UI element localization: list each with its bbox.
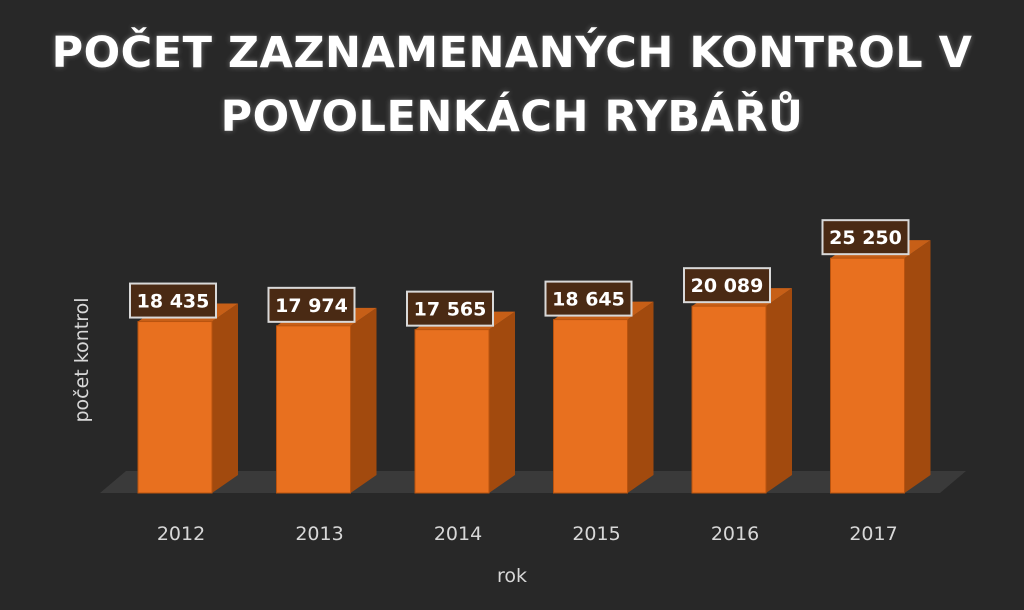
- bar-side: [766, 288, 792, 493]
- chart-title-line-2: POVOLENKÁCH RYBÁŘŮ: [220, 92, 804, 142]
- x-tick-label: 2017: [849, 523, 897, 545]
- x-axis-ticks: 2012 2013 2014 2015 2016 2017: [157, 523, 898, 545]
- x-tick-label: 2016: [711, 523, 759, 545]
- x-tick-label: 2015: [572, 523, 620, 545]
- x-tick-label: 2013: [295, 523, 343, 545]
- data-label-box: [821, 219, 910, 256]
- bar-side: [489, 311, 515, 493]
- bar: [276, 325, 351, 494]
- data-label-box: [406, 290, 494, 327]
- bar-group: 17 565: [406, 290, 515, 494]
- data-label: 17 565: [414, 299, 487, 321]
- bar: [137, 321, 213, 494]
- data-label: 17 974: [275, 295, 348, 317]
- bar-group: 25 250: [821, 219, 931, 494]
- x-axis-label: rok: [497, 565, 527, 587]
- data-label-box: [129, 282, 217, 319]
- data-label-box: [683, 267, 771, 304]
- bar: [553, 319, 628, 494]
- bar: [691, 305, 767, 494]
- bar-side: [350, 307, 377, 493]
- bar-series: 18 435 17 974 17 565 18 645 20 089 25 250: [129, 219, 931, 494]
- data-label-box: [544, 280, 633, 317]
- y-axis-label: počet kontrol: [71, 297, 93, 422]
- chart-title-line-1: POČET ZAZNAMENANÝCH KONTROL V: [51, 28, 973, 78]
- x-tick-label: 2012: [157, 523, 205, 545]
- x-tick-label: 2014: [434, 523, 482, 545]
- data-label: 20 089: [691, 275, 764, 297]
- bar-side: [627, 301, 654, 493]
- data-label: 18 435: [137, 291, 210, 313]
- bar: [830, 257, 905, 494]
- bar-group: 20 089: [683, 267, 792, 494]
- bar-group: 18 435: [129, 282, 238, 494]
- bar-group: 17 974: [267, 286, 377, 494]
- data-label: 25 250: [829, 227, 902, 249]
- data-label-box: [267, 286, 356, 323]
- bar-side: [904, 240, 931, 493]
- bar: [414, 329, 490, 494]
- data-label: 18 645: [552, 289, 625, 311]
- bar-side: [212, 303, 238, 493]
- bar-group: 18 645: [544, 280, 654, 494]
